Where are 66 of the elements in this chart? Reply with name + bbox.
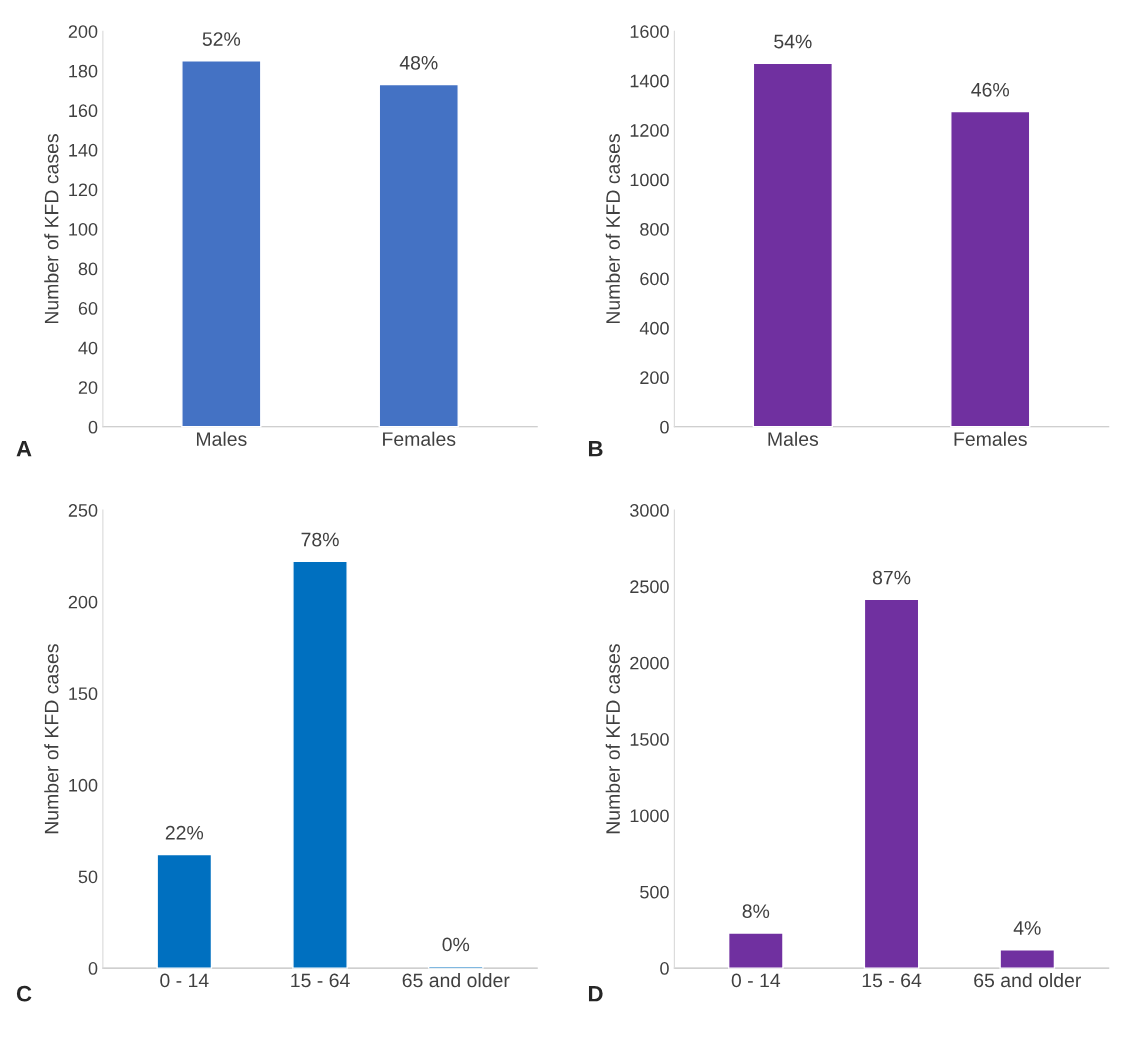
bar xyxy=(727,932,784,969)
y-tick-label: 200 xyxy=(68,25,98,38)
y-tick-label: 150 xyxy=(69,687,98,701)
bar xyxy=(156,853,213,969)
bar xyxy=(863,598,920,969)
y-tick-label: 3000 xyxy=(630,504,669,517)
x-tick-label: Males xyxy=(768,431,819,446)
annotation: 87% xyxy=(872,570,911,585)
y-tick-label: 400 xyxy=(639,321,669,335)
annotation: 8% xyxy=(742,904,770,919)
text: B xyxy=(588,441,603,457)
annotation: 0% xyxy=(442,937,470,952)
x-tick-label: 0 - 14 xyxy=(160,973,209,988)
y-tick-label: 1000 xyxy=(630,809,669,823)
y-tick-label: 1600 xyxy=(630,25,669,38)
x-tick-label: Females xyxy=(954,431,1027,446)
annotation: 4% xyxy=(1013,921,1041,935)
y-tick-label: 120 xyxy=(69,183,98,197)
y-tick-label: 140 xyxy=(69,143,98,157)
y-tick-label: 2000 xyxy=(630,656,669,670)
y-tick-label: 800 xyxy=(640,222,669,236)
y-tick-label: 1200 xyxy=(630,124,669,137)
y-tick-label: 600 xyxy=(640,272,669,286)
annotation: 52% xyxy=(202,32,241,46)
x-tick-label: 0 - 14 xyxy=(731,973,781,988)
y-tick-label: 100 xyxy=(69,778,98,792)
x-tick-label: 65 and older xyxy=(402,972,510,988)
x-tick-label: 15 - 64 xyxy=(862,973,922,988)
y-tick-label: 0 xyxy=(660,962,669,975)
y-axis-title: Number of KFD cases xyxy=(605,644,620,834)
annotation: 78% xyxy=(301,532,339,547)
y-tick-label: 160 xyxy=(69,104,98,118)
bar xyxy=(292,560,348,969)
text: A xyxy=(16,441,32,457)
y-tick-label: 200 xyxy=(640,371,669,385)
annotation: 46% xyxy=(971,82,1010,97)
x-tick-label: Females xyxy=(383,431,456,446)
y-tick-label: 180 xyxy=(69,64,98,78)
y-tick-label: 20 xyxy=(78,381,98,394)
y-tick-label: 1400 xyxy=(630,74,669,88)
y-tick-label: 250 xyxy=(68,504,98,517)
y-tick-label: 40 xyxy=(78,341,98,355)
y-tick-label: 200 xyxy=(68,595,98,609)
x-tick-label: Males xyxy=(196,431,247,446)
annotation: 48% xyxy=(399,55,438,70)
y-tick-label: 2500 xyxy=(630,580,669,594)
y-tick-label: 50 xyxy=(78,870,98,884)
y-axis-title: Number of KFD cases xyxy=(44,134,59,324)
y-tick-label: 80 xyxy=(78,262,98,276)
y-axis-title: Number of KFD cases xyxy=(44,644,59,834)
annotation: 54% xyxy=(774,34,812,49)
y-tick-label: 1500 xyxy=(630,733,669,746)
y-axis-title: Number of KFD cases xyxy=(605,134,620,324)
x-tick-label: 15 - 64 xyxy=(291,973,350,988)
y-tick-label: 100 xyxy=(69,222,98,236)
text: C xyxy=(16,985,32,1002)
y-tick-label: 500 xyxy=(640,885,669,899)
annotation: 22% xyxy=(165,825,204,840)
y-tick-label: 1000 xyxy=(630,173,669,187)
x-tick-label: 65 and older xyxy=(974,972,1082,988)
text: D xyxy=(588,986,603,1002)
y-tick-label: 0 xyxy=(88,420,98,434)
bar xyxy=(999,949,1056,969)
y-tick-label: 0 xyxy=(88,962,98,975)
y-tick-label: 60 xyxy=(78,302,98,315)
y-tick-label: 0 xyxy=(660,420,669,434)
